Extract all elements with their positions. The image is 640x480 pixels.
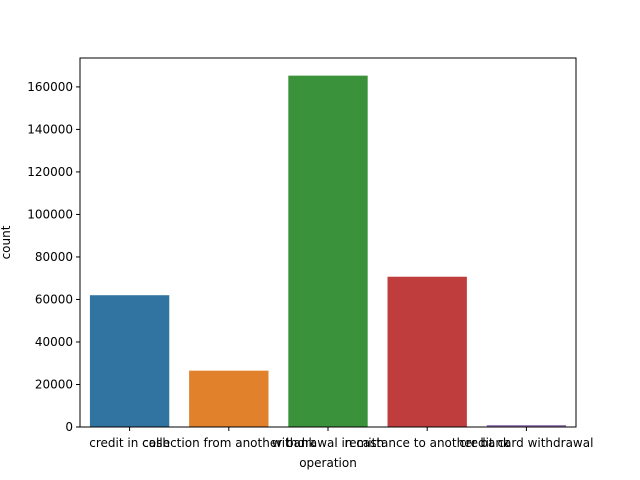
y-tick-label: 140000 bbox=[27, 122, 73, 136]
x-tick-label: collection from another bank bbox=[142, 436, 315, 450]
y-tick-label: 80000 bbox=[35, 250, 73, 264]
bar-withdrawal-in-cash bbox=[288, 75, 368, 428]
y-tick-label: 0 bbox=[65, 420, 73, 434]
x-tick-label: withdrawal in cash bbox=[272, 436, 384, 450]
y-tick-label: 20000 bbox=[35, 377, 73, 391]
x-tick-label: credit card withdrawal bbox=[459, 436, 593, 450]
y-tick-label: 100000 bbox=[27, 207, 73, 221]
y-tick-label: 160000 bbox=[27, 80, 73, 94]
x-tick-label: credit in cash bbox=[89, 436, 170, 450]
bar-credit-card-withdrawal bbox=[486, 425, 567, 427]
y-tick-label: 120000 bbox=[27, 165, 73, 179]
y-axis-ticks: 0 20000 40000 60000 80000 100000 120000 140000 1… bbox=[27, 80, 80, 434]
y-tick-label: 60000 bbox=[35, 292, 73, 306]
plot-frame bbox=[79, 57, 577, 428]
y-axis-label: count bbox=[0, 225, 13, 259]
x-axis-label: operation bbox=[299, 456, 357, 470]
x-tick-label: remittance to another bank bbox=[345, 436, 510, 450]
bar-collection-from-another-bank bbox=[189, 370, 269, 427]
bar-remittance-to-another-bank bbox=[387, 276, 467, 427]
bar-credit-in-cash bbox=[89, 295, 170, 427]
y-tick-label: 40000 bbox=[35, 335, 73, 349]
bars-group bbox=[89, 75, 567, 428]
